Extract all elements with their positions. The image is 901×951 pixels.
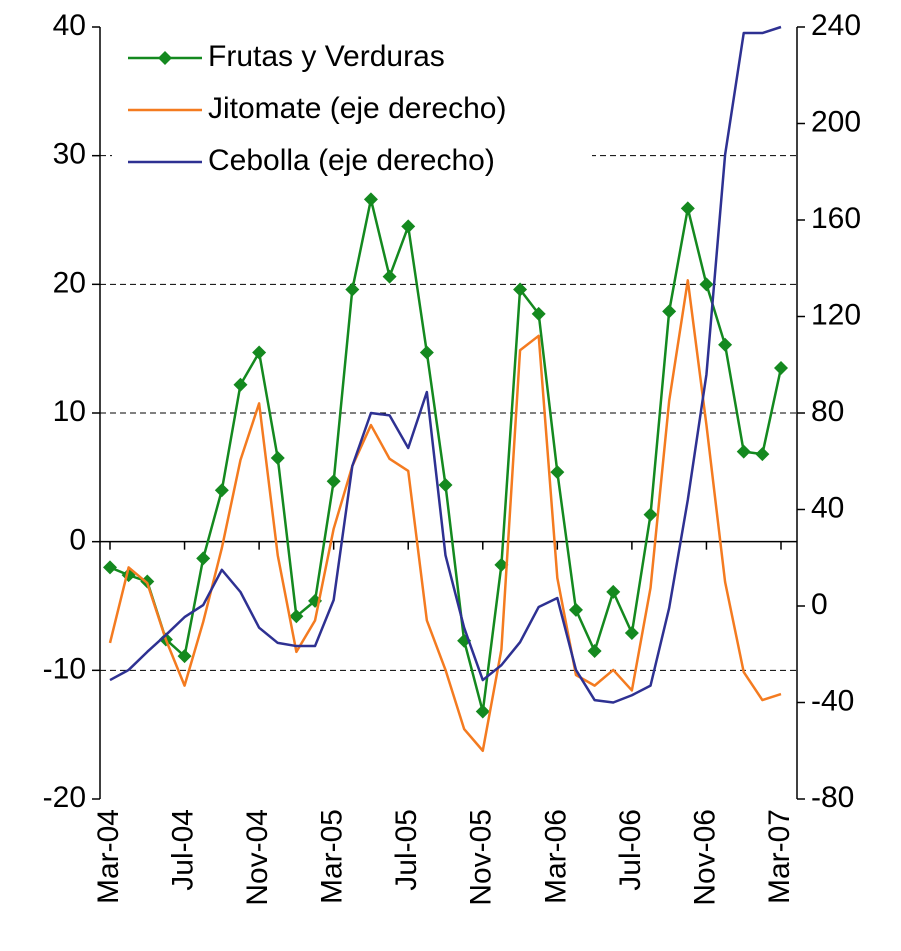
y-tick-label: 40 bbox=[53, 9, 86, 42]
marker bbox=[718, 337, 733, 352]
x-tick-label: Nov-04 bbox=[241, 809, 274, 906]
marker bbox=[699, 277, 714, 292]
x-tick-label: Mar-05 bbox=[316, 809, 349, 904]
legend-label: Frutas y Verduras bbox=[208, 40, 445, 73]
y2-tick-label: 0 bbox=[811, 588, 828, 621]
marker bbox=[494, 557, 509, 572]
marker bbox=[513, 282, 528, 297]
marker bbox=[103, 560, 117, 575]
y-tick-label: 30 bbox=[53, 138, 86, 171]
y2-tick-label: 200 bbox=[811, 105, 861, 138]
marker bbox=[606, 584, 621, 599]
marker bbox=[345, 282, 360, 297]
marker bbox=[401, 219, 416, 234]
y-tick-label: 0 bbox=[69, 524, 86, 557]
marker bbox=[680, 201, 695, 216]
x-tick-label: Mar-04 bbox=[92, 809, 125, 904]
series-line bbox=[108, 279, 782, 752]
marker bbox=[382, 269, 397, 284]
x-tick-label: Mar-07 bbox=[763, 809, 796, 904]
x-tick-label: Nov-05 bbox=[465, 809, 498, 906]
y-tick-label: -10 bbox=[43, 652, 86, 685]
x-tick-label: Jul-06 bbox=[614, 809, 647, 891]
marker bbox=[774, 360, 788, 375]
marker bbox=[289, 609, 304, 624]
y-tick-label: -20 bbox=[43, 781, 86, 814]
legend-label: Cebolla (eje derecho) bbox=[208, 144, 495, 177]
marker bbox=[252, 345, 267, 360]
marker bbox=[475, 704, 490, 719]
y2-tick-label: 160 bbox=[811, 202, 861, 235]
y2-tick-label: 240 bbox=[811, 9, 861, 42]
marker bbox=[214, 483, 229, 498]
marker bbox=[419, 345, 434, 360]
legend-label: Jitomate (eje derecho) bbox=[208, 92, 506, 125]
marker bbox=[233, 377, 248, 392]
y2-tick-label: 120 bbox=[811, 298, 861, 331]
x-tick-label: Mar-06 bbox=[539, 809, 572, 904]
x-tick-label: Jul-05 bbox=[390, 809, 423, 891]
marker bbox=[326, 474, 341, 489]
marker bbox=[643, 507, 658, 522]
y-tick-label: 10 bbox=[53, 395, 86, 428]
marker bbox=[587, 644, 602, 659]
marker bbox=[363, 192, 378, 207]
x-tick-label: Jul-04 bbox=[166, 809, 199, 891]
marker bbox=[736, 444, 751, 459]
series-line bbox=[109, 25, 782, 704]
marker bbox=[531, 306, 546, 321]
marker bbox=[438, 478, 453, 493]
x-tick-label: Nov-06 bbox=[688, 809, 721, 906]
y-tick-label: 20 bbox=[53, 266, 86, 299]
legend-marker bbox=[158, 51, 172, 65]
marker bbox=[196, 551, 211, 566]
y2-tick-label: -40 bbox=[811, 684, 854, 717]
y2-tick-label: 40 bbox=[811, 491, 844, 524]
marker bbox=[755, 447, 770, 462]
legend: Frutas y Verduras Jitomate (eje derecho) C… bbox=[112, 32, 592, 192]
series-line bbox=[109, 198, 783, 713]
marker bbox=[662, 304, 677, 319]
marker bbox=[568, 602, 583, 617]
y2-tick-label: 80 bbox=[811, 395, 844, 428]
marker bbox=[624, 626, 639, 641]
marker bbox=[270, 451, 285, 466]
marker bbox=[550, 465, 565, 480]
marker bbox=[177, 649, 192, 664]
y2-tick-label: -80 bbox=[811, 781, 854, 814]
